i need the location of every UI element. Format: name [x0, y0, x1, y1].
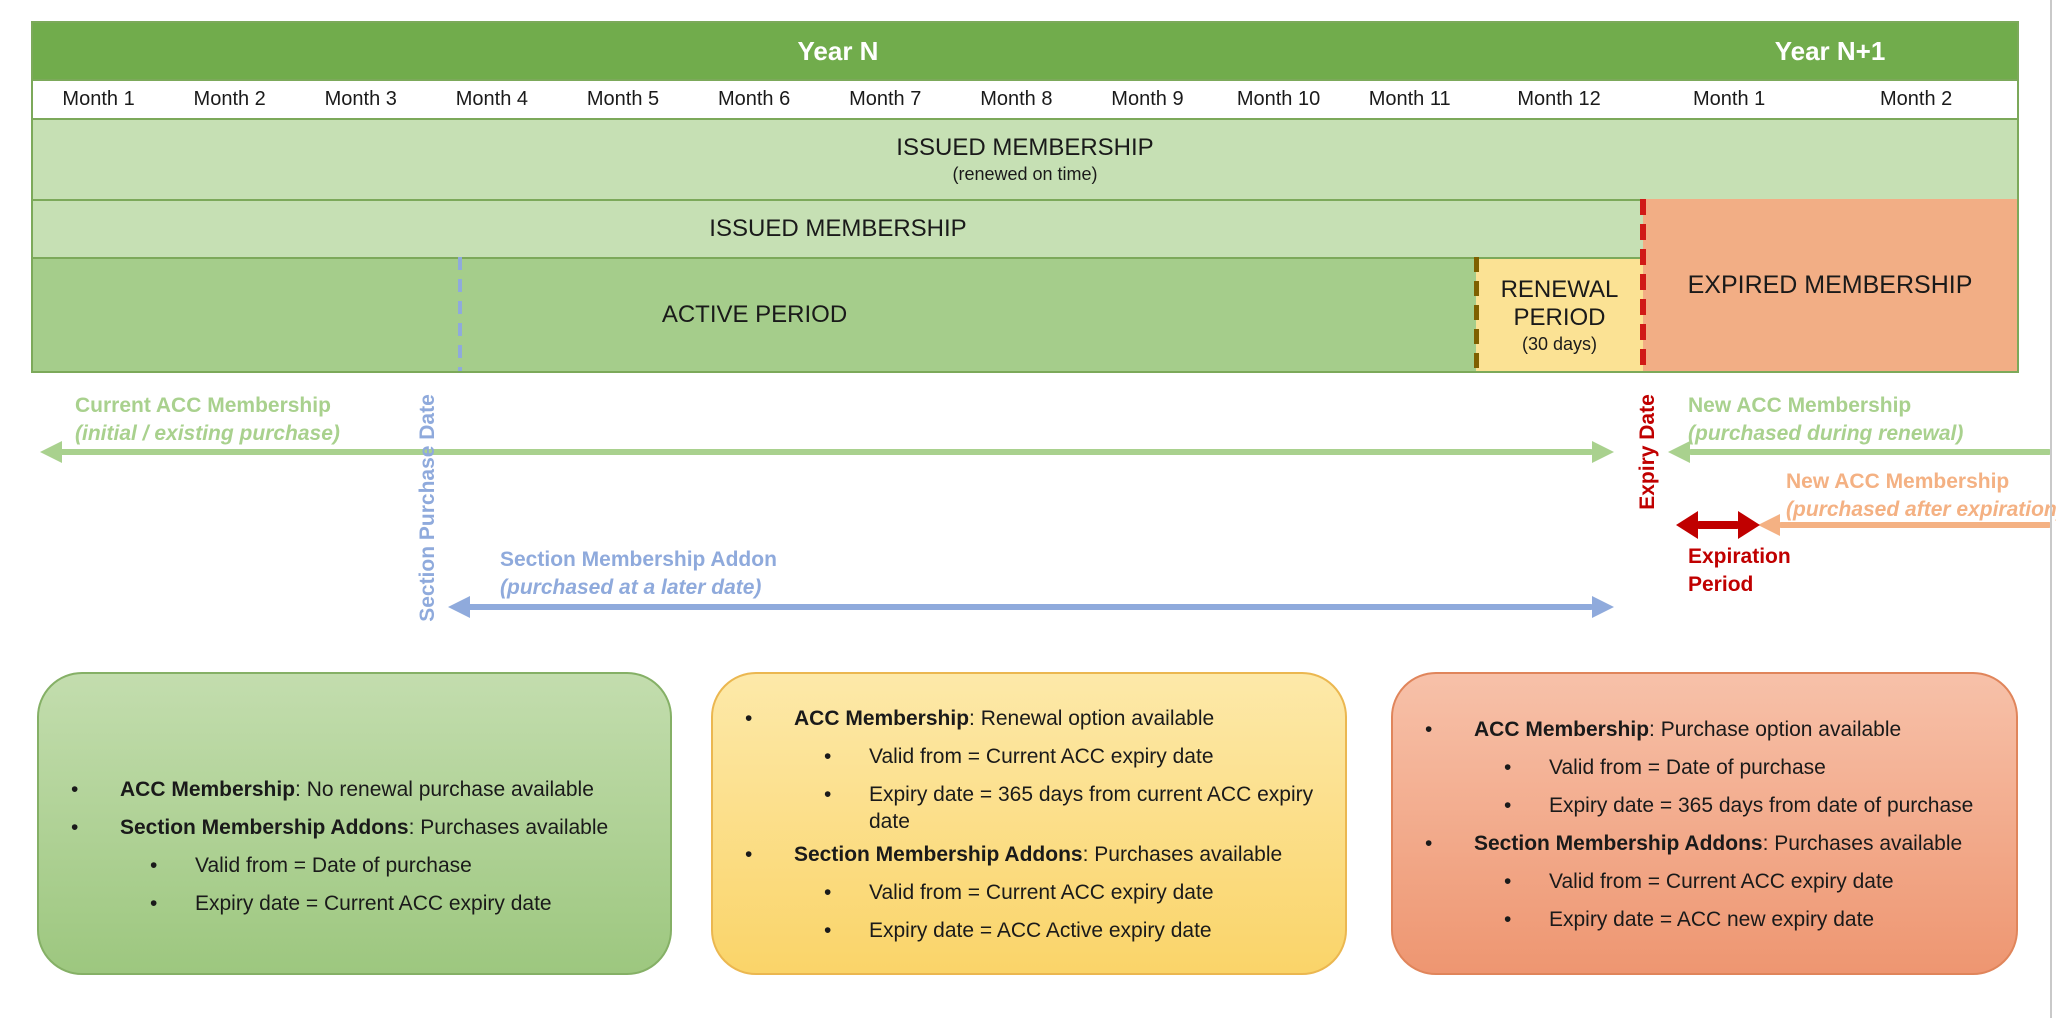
- bullet-line: • Valid from = Current ACC expiry date: [824, 744, 1214, 768]
- renewal-start-dashline: [1474, 257, 1479, 371]
- month-cell: Month 1: [62, 88, 135, 110]
- month-cell: Month 4: [455, 88, 529, 110]
- bullet-line: • Valid from = Date of purchase: [1504, 755, 1826, 779]
- year-n1-label: Year N+1: [1774, 35, 1886, 66]
- month-cell: Month 2: [1879, 88, 1953, 110]
- window-edge-line: [2050, 0, 2052, 1018]
- expiry-date-dashline: [1640, 199, 1646, 371]
- bullet-line: • Section Membership Addons: Purchases av…: [71, 816, 609, 839]
- bullet-line: • Valid from = Date of purchase: [150, 854, 472, 877]
- issued-renewed-row: ISSUED MEMBERSHIP (renewed on time): [33, 120, 2017, 199]
- year-n-label: Year N: [797, 35, 879, 66]
- bullet-line: • Expiry date = ACC new expiry date: [1504, 907, 1875, 931]
- expiration-period-label: Expiration Period: [1688, 543, 1791, 599]
- info-box-expired: • ACC Membership: Purchase option availab…: [1391, 672, 2018, 975]
- month-cell: Month 3: [324, 88, 397, 110]
- year-header-bar: Year N Year N+1: [33, 23, 2017, 79]
- expiration-period-label-line2: Period: [1688, 573, 1754, 596]
- month-cell: Month 10: [1236, 88, 1321, 110]
- month-cell: Month 12: [1517, 88, 1601, 110]
- bullet-line: • ACC Membership: No renewal purchase ava…: [71, 778, 594, 801]
- section-purchase-date-label: Section Purchase Date: [416, 394, 439, 622]
- renewal-period-cell: RENEWAL PERIOD (30 days): [1476, 259, 1643, 371]
- bullet-line: • Section Membership Addons: Purchases av…: [745, 842, 1283, 866]
- new-acc-expired-label-line2: (purchased after expiration): [1786, 498, 2056, 521]
- section-addon-label-line1: Section Membership Addon: [500, 548, 777, 571]
- issued-title: ISSUED MEMBERSHIP: [709, 215, 967, 242]
- month-cell: Month 1: [1693, 88, 1766, 110]
- new-acc-expired-label-line1: New ACC Membership: [1786, 470, 2010, 493]
- new-acc-renewal-label-line2: (purchased during renewal): [1688, 422, 1964, 445]
- expiration-period-label-line1: Expiration: [1688, 545, 1791, 568]
- timeline-table: Year N Year N+1 Month 1 Month 2 Month 3 …: [31, 21, 2019, 373]
- month-cell: Month 8: [980, 88, 1053, 110]
- bullet-line: • Valid from = Current ACC expiry date: [824, 880, 1214, 904]
- month-cell: Month 5: [586, 88, 660, 110]
- active-row: ACTIVE PERIOD RENEWAL PERIOD (30 days): [33, 257, 2017, 371]
- new-acc-renewal-label-line1: New ACC Membership: [1688, 394, 1912, 417]
- month-cell: Month 7: [849, 88, 922, 110]
- active-period-title: ACTIVE PERIOD: [661, 301, 848, 328]
- expired-title: EXPIRED MEMBERSHIP: [1687, 270, 1973, 299]
- bullet-line: • Expiry date = ACC Active expiry date: [824, 918, 1212, 942]
- section-purchase-date-dashline: [458, 257, 462, 371]
- expired-membership-cell: EXPIRED MEMBERSHIP: [1643, 199, 2017, 371]
- new-acc-renewal-label: New ACC Membership (purchased during ren…: [1688, 392, 1963, 448]
- renewal-title-line1: RENEWAL: [1500, 275, 1619, 303]
- bullet-line: • Valid from = Current ACC expiry date: [1504, 869, 1894, 893]
- renewal-subtitle: (30 days): [1521, 333, 1598, 354]
- current-acc-label-line2: (initial / existing purchase): [75, 422, 340, 445]
- section-addon-label: Section Membership Addon (purchased at a…: [500, 546, 777, 602]
- current-acc-label: Current ACC Membership (initial / existi…: [75, 392, 340, 448]
- month-cell: Month 6: [717, 88, 791, 110]
- bullet-line: • Expiry date = 365 days from current ACC…: [824, 782, 1314, 833]
- bullet-line: • Expiry date = Current ACC expiry date: [150, 892, 552, 915]
- month-cell: Month 2: [193, 88, 266, 110]
- section-addon-label-line2: (purchased at a later date): [500, 576, 762, 599]
- issued-renewed-title: ISSUED MEMBERSHIP: [896, 134, 1154, 161]
- bullet-line: • ACC Membership: Purchase option availab…: [1425, 717, 1902, 741]
- bullet-line: • ACC Membership: Renewal option availabl…: [745, 706, 1215, 730]
- active-period-cell: ACTIVE PERIOD: [33, 259, 1476, 371]
- issued-renewed-subtitle: (renewed on time): [952, 164, 1098, 184]
- bullet-line: • Section Membership Addons: Purchases av…: [1425, 831, 1963, 855]
- expiry-date-label: Expiry Date: [1636, 394, 1659, 510]
- renewal-title-line2: PERIOD: [1513, 303, 1606, 331]
- info-box-renewal: • ACC Membership: Renewal option availabl…: [711, 672, 1347, 975]
- month-cell: Month 9: [1111, 88, 1184, 110]
- bullet-line: • Expiry date = 365 days from date of pur…: [1504, 793, 1974, 817]
- info-box-active: • ACC Membership: No renewal purchase ava…: [37, 672, 672, 975]
- current-acc-label-line1: Current ACC Membership: [75, 394, 331, 417]
- month-cell: Month 11: [1368, 88, 1451, 110]
- month-header-row: Month 1 Month 2 Month 3 Month 4 Month 5 …: [33, 79, 2017, 120]
- new-acc-expired-label: New ACC Membership (purchased after expi…: [1786, 468, 2056, 524]
